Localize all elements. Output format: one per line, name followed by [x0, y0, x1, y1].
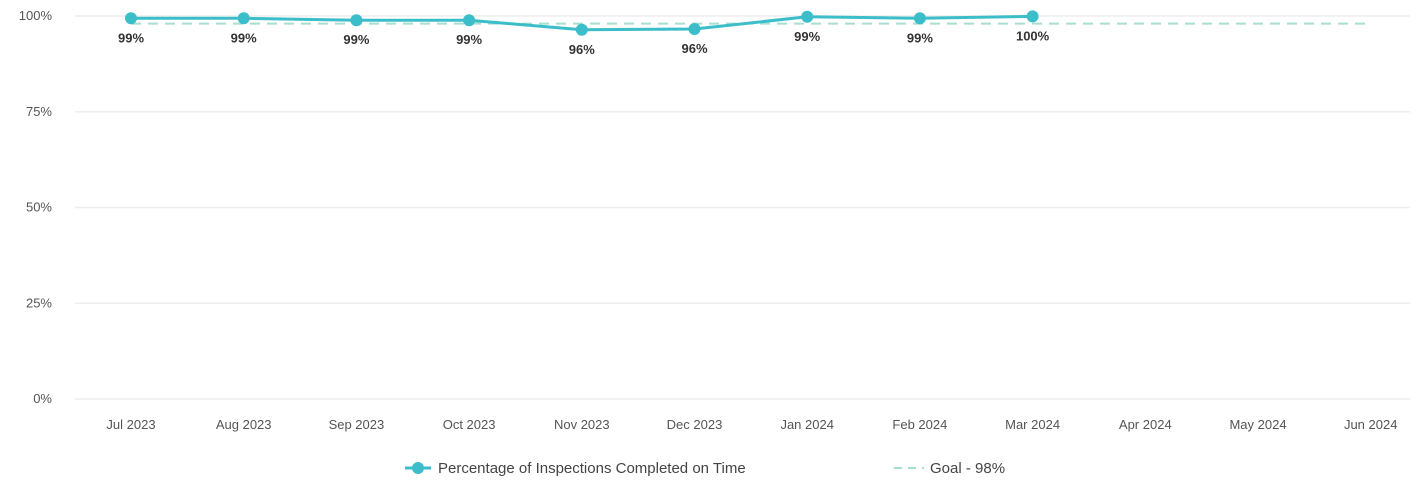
data-point[interactable]	[125, 12, 137, 25]
legend-item-goal[interactable]: Goal - 98%	[894, 460, 1005, 477]
legend-label: Goal - 98%	[930, 460, 1005, 477]
x-tick-label: Sep 2023	[329, 417, 385, 432]
x-tick-label: Mar 2024	[1005, 417, 1060, 432]
data-label: 99%	[118, 30, 144, 45]
data-label: 99%	[794, 29, 820, 44]
data-point[interactable]	[463, 14, 476, 27]
x-tick-label: May 2024	[1229, 417, 1286, 432]
inspections-series	[125, 10, 1039, 36]
data-labels: 99% 99% 99% 99% 96% 96% 99% 99% 100%	[118, 28, 1050, 56]
data-point[interactable]	[350, 14, 363, 27]
data-point[interactable]	[237, 12, 250, 25]
y-tick-label: 50%	[26, 200, 52, 215]
data-label: 100%	[1016, 28, 1050, 43]
x-tick-label: Jul 2023	[106, 417, 155, 432]
x-tick-label: Jan 2024	[780, 417, 834, 432]
data-point[interactable]	[913, 12, 926, 25]
data-point[interactable]	[688, 23, 701, 36]
y-tick-label: 75%	[26, 104, 52, 119]
legend-item-inspections[interactable]: Percentage of Inspections Completed on T…	[405, 460, 746, 477]
data-label: 96%	[681, 41, 707, 56]
data-point[interactable]	[1026, 10, 1039, 23]
x-tick-label: Oct 2023	[443, 417, 496, 432]
data-label: 99%	[343, 32, 369, 47]
x-tick-label: Dec 2023	[667, 417, 723, 432]
y-axis: 0% 25% 50% 75% 100%	[19, 8, 53, 406]
legend-marker-icon	[412, 462, 424, 474]
legend-label: Percentage of Inspections Completed on T…	[438, 460, 746, 477]
x-tick-label: Jun 2024	[1344, 417, 1398, 432]
data-point[interactable]	[575, 23, 588, 36]
data-point[interactable]	[801, 10, 814, 23]
x-axis: Jul 2023 Aug 2023 Sep 2023 Oct 2023 Nov 2023…	[106, 417, 1397, 432]
data-label: 99%	[907, 30, 933, 45]
y-tick-label: 0%	[33, 391, 52, 406]
x-tick-label: Nov 2023	[554, 417, 610, 432]
data-label: 99%	[231, 30, 257, 45]
x-tick-label: Apr 2024	[1119, 417, 1172, 432]
legend[interactable]: Percentage of Inspections Completed on T…	[405, 460, 1005, 477]
x-tick-label: Aug 2023	[216, 417, 272, 432]
y-tick-label: 25%	[26, 295, 52, 310]
data-label: 96%	[569, 42, 595, 57]
y-tick-label: 100%	[19, 8, 53, 23]
x-tick-label: Feb 2024	[892, 417, 947, 432]
data-label: 99%	[456, 32, 482, 47]
gridlines	[75, 15, 1410, 400]
